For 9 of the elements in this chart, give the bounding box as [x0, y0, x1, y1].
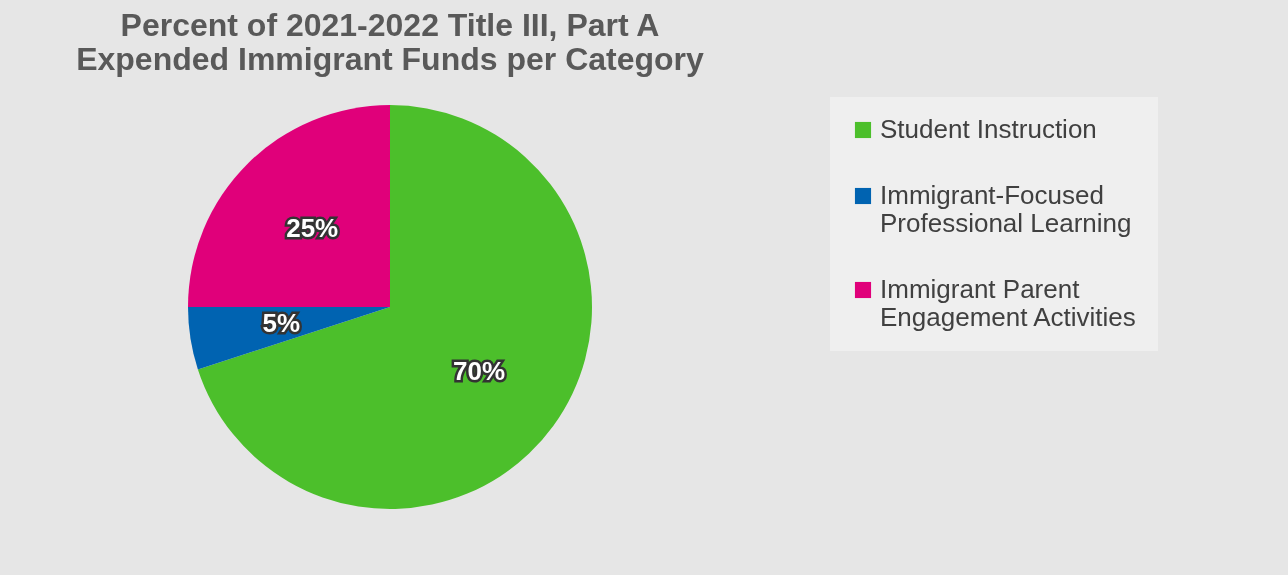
data-label: 70%	[452, 355, 506, 386]
chart-title: Percent of 2021-2022 Title III, Part A Expended Immigrant Funds per Category	[76, 7, 705, 77]
legend-label: Immigrant Parent Engagement Activities	[880, 274, 1136, 332]
data-label: 25%	[286, 213, 339, 244]
pie-slice	[197, 105, 592, 509]
legend-label: Student Instruction	[880, 114, 1097, 144]
data-label: 5%	[262, 308, 301, 339]
pie-slice	[188, 105, 390, 307]
legend-label: Immigrant-Focused Professional Learning	[880, 180, 1132, 238]
